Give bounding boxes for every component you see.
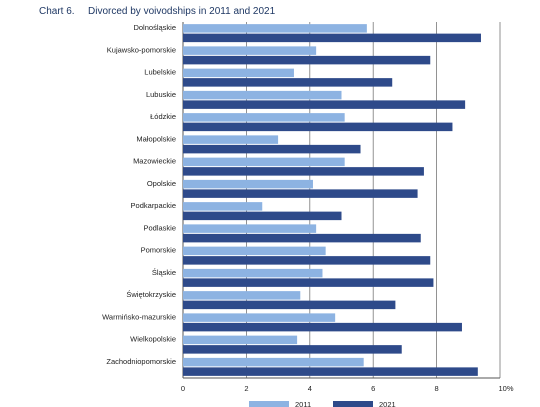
bar-2011 <box>183 90 342 100</box>
legend-label-2011: 2011 <box>295 400 311 407</box>
tick-label: 6 <box>371 384 375 393</box>
category-labels: Dolnośląskie Kujawsko-pomorskie Lubelskie L… <box>102 23 176 366</box>
bar-2021 <box>183 144 361 154</box>
bar-2011 <box>183 335 298 345</box>
legend-swatch-2011 <box>249 401 289 407</box>
bar-2011 <box>183 291 301 300</box>
category-label: Zachodniopomorskie <box>106 357 176 366</box>
bar-2021 <box>183 55 431 65</box>
legend: 2011 2021 <box>249 400 396 407</box>
category-label: Śląskie <box>152 268 176 277</box>
category-label: Podlaskie <box>143 223 176 232</box>
category-label: Podkarpackie <box>131 201 176 210</box>
bar-2011 <box>183 179 313 189</box>
category-label: Mazowieckie <box>133 157 176 166</box>
legend-label-2021: 2021 <box>379 400 396 407</box>
category-label: Wielkopolskie <box>130 335 176 344</box>
chart-header: Chart 6. Divorced by voivodships in 2011… <box>0 0 540 22</box>
bar-2011 <box>183 357 364 367</box>
chart-title: Divorced by voivodships in 2011 and 2021 <box>88 6 276 17</box>
category-label: Opolskie <box>147 179 176 188</box>
bar-2011 <box>183 68 294 78</box>
chart-number: Chart 6. <box>39 6 75 17</box>
bar-2011 <box>183 135 279 144</box>
tick-label: 10% <box>498 384 513 393</box>
bar-2021 <box>183 122 453 132</box>
category-label: Łódzkie <box>150 112 176 121</box>
bar-2021 <box>183 233 421 243</box>
tick-label: 2 <box>244 384 248 393</box>
category-label: Świętokrzyskie <box>126 290 176 299</box>
category-label: Dolnośląskie <box>133 23 176 32</box>
bar-2021 <box>183 278 434 287</box>
bar-2011 <box>183 202 263 211</box>
bar-2021 <box>183 322 462 332</box>
category-label: Lubuskie <box>146 90 176 99</box>
bar-2021 <box>183 33 481 43</box>
bar-2021 <box>183 78 393 87</box>
bar-2021 <box>183 211 342 221</box>
legend-swatch-2021 <box>333 401 373 407</box>
bar-2011 <box>183 246 326 256</box>
bar-2021 <box>183 167 424 176</box>
bar-2011 <box>183 224 317 233</box>
tick-labels: 0 2 4 6 8 10% <box>181 384 514 393</box>
category-label: Małopolskie <box>136 134 176 143</box>
bar-2011 <box>183 313 336 322</box>
category-label: Warmińsko-mazurskie <box>102 312 176 321</box>
bar-2011 <box>183 46 317 55</box>
bar-2021 <box>183 189 418 198</box>
tick-label: 4 <box>308 384 312 393</box>
bar-2011 <box>183 157 345 167</box>
bar-2011 <box>183 113 345 122</box>
tick-label: 0 <box>181 384 185 393</box>
category-label: Kujawsko-pomorskie <box>107 45 176 54</box>
bar-2021 <box>183 345 402 354</box>
tick-label: 8 <box>435 384 439 393</box>
bar-2021 <box>183 300 396 310</box>
bar-2021 <box>183 100 466 109</box>
category-label: Lubelskie <box>144 68 176 77</box>
bar-2021 <box>183 256 431 265</box>
bar-2011 <box>183 24 367 33</box>
bar-2021 <box>183 367 478 376</box>
bars <box>183 24 481 376</box>
category-label: Pomorskie <box>141 246 176 255</box>
bar-2011 <box>183 268 323 278</box>
